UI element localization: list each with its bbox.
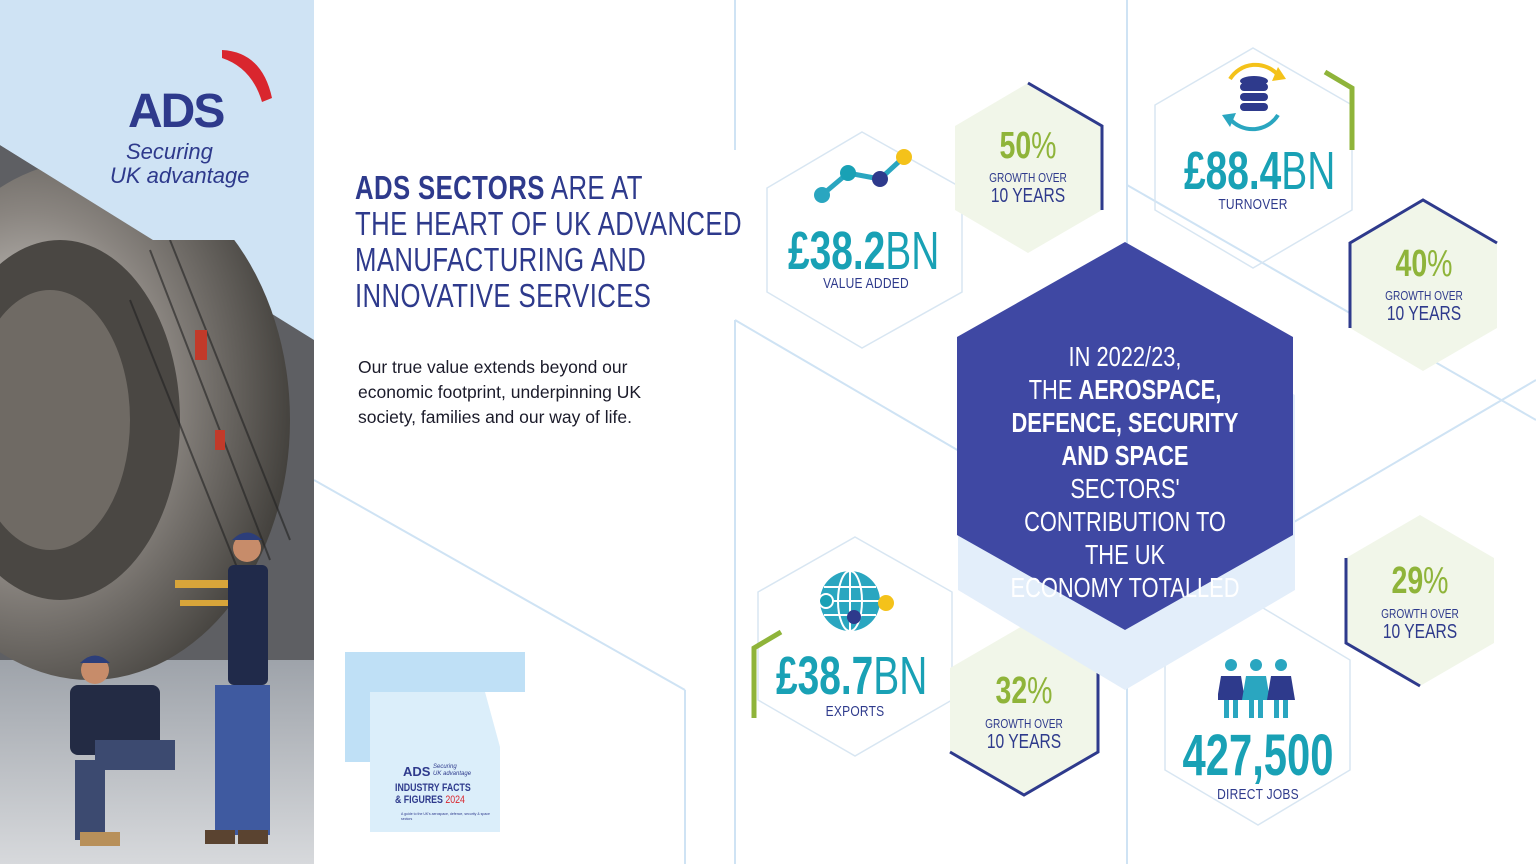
- people-icon: [1218, 659, 1295, 718]
- jobs-growth-sign: %: [1423, 560, 1449, 602]
- tagline-line-1: Securing: [126, 139, 213, 164]
- headline-line-1: ARE AT: [544, 169, 643, 206]
- exports-figure: £38.7BN: [776, 645, 927, 707]
- center-line-1: IN 2022/23,: [1068, 341, 1182, 372]
- turnover-figure: £88.4BN: [1184, 140, 1335, 202]
- report-tagline: Securing UK advantage: [433, 764, 471, 778]
- jobs-growth-line-2: 10 YEARS: [1382, 621, 1458, 643]
- ads-logo: ADS: [128, 85, 225, 138]
- report-tagline-1: Securing: [433, 764, 457, 770]
- turnover-growth-line-1: GROWTH OVER: [1385, 288, 1463, 303]
- turnover-growth-sign: %: [1427, 243, 1453, 285]
- report-subtitle: A guide to the UK's aerospace, defence, …: [401, 812, 490, 821]
- exports-unit: BN: [873, 646, 928, 706]
- report-title-line-2: & FIGURES: [395, 794, 443, 806]
- headline-line-2: THE HEART OF UK ADVANCED: [355, 205, 742, 242]
- center-line-2-bold: AEROSPACE,: [1078, 374, 1222, 405]
- headline: ADS SECTORS ARE AT THE HEART OF UK ADVAN…: [355, 169, 742, 314]
- headline-line-4: INNOVATIVE SERVICES: [355, 277, 652, 314]
- value-added-growth-pct: 50%: [991, 125, 1066, 168]
- intro-line-2: economic footprint, underpinning UK: [358, 382, 642, 402]
- logo-backdrop: [0, 0, 314, 240]
- turnover-growth-line-2: 10 YEARS: [1386, 303, 1462, 325]
- turnover-unit: BN: [1281, 141, 1336, 201]
- engine-workers-photo: [0, 145, 314, 864]
- turnover-label: TURNOVER: [1218, 196, 1288, 213]
- jobs-figure: 427,500: [1182, 723, 1334, 788]
- intro-text: Our true value extends beyond our econom…: [358, 355, 688, 430]
- headline-line-3: MANUFACTURING AND: [355, 241, 647, 278]
- report-cover-shape: [345, 652, 525, 832]
- jobs-label: DIRECT JOBS: [1217, 786, 1299, 803]
- value-added-unit: BN: [885, 221, 940, 281]
- value-added-growth-text: GROWTH OVER 10 YEARS: [989, 170, 1067, 207]
- exports-growth-text: GROWTH OVER 10 YEARS: [985, 716, 1063, 753]
- exports-growth-sign: %: [1027, 670, 1053, 712]
- globe-icon: [818, 570, 894, 632]
- exports-growth-line-2: 10 YEARS: [986, 731, 1062, 753]
- report-title-line-1: INDUSTRY FACTS: [395, 782, 471, 794]
- report-logo: ADS: [403, 764, 431, 779]
- report-year: 2024: [445, 794, 465, 806]
- turnover-growth-pct: 40%: [1387, 243, 1462, 286]
- exports-value: £38.7: [776, 646, 874, 706]
- left-panel: ADS Securing UK advantage: [0, 0, 314, 864]
- intro-line-3: society, families and our way of life.: [358, 407, 632, 427]
- value-added-figure: £38.2BN: [788, 220, 939, 282]
- value-added-value: £38.2: [788, 221, 886, 281]
- exports-growth-line-1: GROWTH OVER: [985, 716, 1063, 731]
- value-added-growth-line-1: GROWTH OVER: [989, 170, 1067, 185]
- intro-line-1: Our true value extends beyond our: [358, 357, 628, 377]
- line-chart-icon: [814, 149, 912, 203]
- headline-bold: ADS SECTORS: [355, 169, 545, 206]
- jobs-growth-pct: 29%: [1383, 560, 1458, 603]
- jobs-growth-text: GROWTH OVER 10 YEARS: [1381, 606, 1459, 643]
- report-cover-thumbnail: ADS Securing UK advantage INDUSTRY FACTS…: [345, 652, 530, 837]
- center-line-6: ECONOMY TOTALLED: [1010, 572, 1240, 603]
- center-line-5: CONTRIBUTION TO THE UK: [1024, 506, 1226, 570]
- exports-label: EXPORTS: [825, 703, 885, 720]
- jobs-growth-line-1: GROWTH OVER: [1381, 606, 1459, 621]
- value-added-growth-sign: %: [1031, 125, 1057, 167]
- report-tagline-2: UK advantage: [433, 771, 472, 777]
- turnover-growth-number: 40: [1395, 243, 1428, 285]
- exports-growth-pct: 32%: [987, 670, 1062, 713]
- center-line-4-bold: AND SPACE: [1061, 440, 1189, 471]
- value-added-growth-line-2: 10 YEARS: [990, 185, 1066, 207]
- center-line-2-plain: THE: [1028, 374, 1079, 405]
- database-refresh-icon: [1222, 62, 1286, 132]
- turnover-growth-text: GROWTH OVER 10 YEARS: [1385, 288, 1463, 325]
- center-line-4-plain: SECTORS': [1070, 473, 1180, 504]
- center-statement: IN 2022/23, THE AEROSPACE, DEFENCE, SECU…: [1008, 340, 1242, 604]
- tagline-line-2: UK advantage: [110, 163, 250, 188]
- jobs-growth-number: 29: [1391, 560, 1424, 602]
- value-added-growth-number: 50: [999, 125, 1032, 167]
- center-line-3-bold: DEFENCE, SECURITY: [1011, 407, 1239, 438]
- report-title: INDUSTRY FACTS & FIGURES 2024: [395, 782, 471, 806]
- exports-growth-number: 32: [995, 670, 1028, 712]
- turnover-value: £88.4: [1184, 141, 1282, 201]
- value-added-label: VALUE ADDED: [823, 275, 909, 292]
